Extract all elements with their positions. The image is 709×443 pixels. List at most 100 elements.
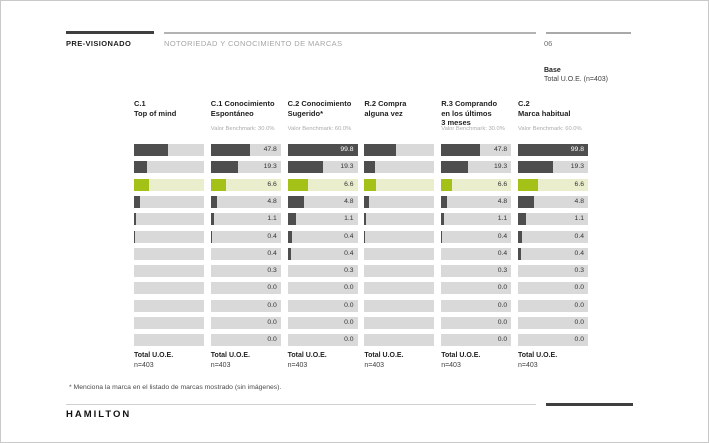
top-gray-rule bbox=[164, 32, 536, 34]
benchmark-label: Valor Benchmark: 60.0% bbox=[287, 126, 352, 132]
bar-row bbox=[134, 247, 204, 260]
bar-value: 0.0 bbox=[344, 284, 354, 292]
bar-row: 0.4 bbox=[210, 247, 281, 260]
brand-awareness-bar-chart: C.1 Top of mind Total U.O.E. n=403 C.1 Cono… bbox=[134, 99, 594, 377]
bar-value: 99.8 bbox=[570, 146, 584, 153]
bar-fill bbox=[441, 161, 469, 174]
column-footer-label: Total U.O.E. bbox=[287, 352, 327, 359]
bar-value: 19.3 bbox=[263, 163, 277, 171]
bar-value: 0.0 bbox=[574, 284, 584, 292]
bar-row: 0.0 bbox=[287, 299, 358, 312]
bar-row bbox=[134, 230, 204, 243]
column-footer-label: Total U.O.E. bbox=[364, 352, 404, 359]
column-title: C.1 Top of mind bbox=[134, 99, 177, 118]
footnote: * Menciona la marca en el listado de mar… bbox=[69, 384, 282, 391]
bar-row: 0.4 bbox=[287, 247, 358, 260]
bar-row: 4.8 bbox=[518, 195, 588, 208]
bar-row: 0.0 bbox=[441, 299, 512, 312]
bar-value: 4.8 bbox=[497, 197, 508, 205]
bar-row: 0.4 bbox=[518, 230, 588, 243]
bar-row: 0.3 bbox=[210, 265, 281, 278]
bar-fill bbox=[441, 144, 481, 156]
bar-fill bbox=[518, 161, 553, 174]
bar-value: 0.0 bbox=[267, 301, 277, 309]
benchmark-label: Valor Benchmark: 30.0% bbox=[441, 126, 505, 132]
section-title: NOTORIEDAD Y CONOCIMIENTO DE MARCAS bbox=[164, 39, 343, 48]
bar-value: 47.8 bbox=[263, 146, 277, 153]
bar-value: 0.0 bbox=[267, 336, 277, 344]
bar-row: 1.1 bbox=[441, 213, 512, 226]
bar-value: 19.3 bbox=[340, 163, 354, 171]
bar-value: 47.8 bbox=[493, 146, 508, 153]
bar-value: 0.0 bbox=[574, 319, 584, 326]
bar-row bbox=[364, 247, 435, 260]
bottom-dark-rule bbox=[546, 403, 633, 406]
bar-fill bbox=[441, 213, 445, 226]
bar-row: 1.1 bbox=[518, 213, 588, 226]
top-gray-rule-right bbox=[546, 32, 631, 34]
bar-value: 1.1 bbox=[344, 215, 354, 223]
column-footer-n: n=403 bbox=[441, 362, 461, 369]
bar-row: 47.8 bbox=[210, 144, 281, 156]
column-title: R.2 Compra alguna vez bbox=[364, 99, 407, 118]
bar-row: 19.3 bbox=[441, 161, 512, 174]
bar-value: 0.0 bbox=[497, 319, 508, 326]
column-title: R.3 Comprando en los últimos 3 meses bbox=[441, 99, 498, 127]
chart-column: R.2 Compra alguna vez Total U.O.E. n=403 bbox=[364, 99, 435, 377]
top-dark-rule bbox=[66, 31, 154, 34]
page-number: 06 bbox=[544, 39, 553, 48]
bar-row: 99.8 bbox=[518, 144, 588, 156]
bar-value: 4.8 bbox=[574, 197, 584, 205]
bar-fill bbox=[441, 195, 448, 208]
bar-row bbox=[364, 334, 435, 347]
bar-value: 0.3 bbox=[344, 267, 354, 275]
chart-column: C.1 Conocimiento Espontáneo Valor Benchma… bbox=[210, 99, 281, 377]
bar-fill bbox=[287, 213, 296, 226]
bar-row: 4.8 bbox=[441, 195, 512, 208]
bar-fill bbox=[287, 195, 304, 208]
bar-row bbox=[364, 161, 435, 174]
bar-row: 0.0 bbox=[441, 334, 512, 347]
column-footer-label: Total U.O.E. bbox=[134, 352, 174, 359]
bar-row bbox=[364, 317, 435, 329]
bar-fill bbox=[134, 178, 149, 191]
bar-value: 0.0 bbox=[574, 301, 584, 309]
column-footer-n: n=403 bbox=[518, 362, 538, 369]
bar-fill bbox=[287, 178, 308, 191]
chart-column: R.3 Comprando en los últimos 3 meses Valo… bbox=[441, 99, 512, 377]
bar-row: 6.6 bbox=[518, 178, 588, 191]
bar-fill bbox=[134, 195, 140, 208]
bar-row bbox=[134, 144, 204, 156]
bar-row bbox=[134, 265, 204, 278]
bar-row: 19.3 bbox=[518, 161, 588, 174]
bar-fill bbox=[287, 161, 323, 174]
bar-fill bbox=[364, 213, 367, 226]
bar-value: 0.4 bbox=[267, 232, 277, 240]
bar-row: 4.8 bbox=[210, 195, 281, 208]
bar-row: 0.0 bbox=[518, 282, 588, 295]
bar-value: 0.4 bbox=[344, 249, 354, 257]
bar-value: 0.4 bbox=[497, 232, 508, 240]
bar-row bbox=[364, 213, 435, 226]
bar-value: 1.1 bbox=[574, 215, 584, 223]
bar-row: 4.8 bbox=[287, 195, 358, 208]
bar-row: 0.0 bbox=[287, 282, 358, 295]
bar-row: 0.0 bbox=[518, 299, 588, 312]
column-title: C.2 Conocimiento Sugerido* bbox=[287, 99, 352, 118]
bar-value: 0.0 bbox=[344, 319, 354, 326]
base-label: Base bbox=[544, 67, 561, 74]
bar-row bbox=[134, 213, 204, 226]
column-footer-label: Total U.O.E. bbox=[518, 352, 558, 359]
bar-fill bbox=[518, 178, 538, 191]
bar-row: 0.0 bbox=[518, 317, 588, 329]
bar-row: 99.8 bbox=[287, 144, 358, 156]
bar-fill bbox=[210, 178, 226, 191]
benchmark-label: Valor Benchmark: 30.0% bbox=[210, 126, 275, 132]
bar-row: 1.1 bbox=[287, 213, 358, 226]
bar-row: 0.3 bbox=[441, 265, 512, 278]
bar-fill bbox=[287, 144, 358, 156]
bar-fill bbox=[364, 230, 366, 243]
bar-fill bbox=[210, 161, 238, 174]
bar-row: 47.8 bbox=[441, 144, 512, 156]
bar-row bbox=[364, 282, 435, 295]
